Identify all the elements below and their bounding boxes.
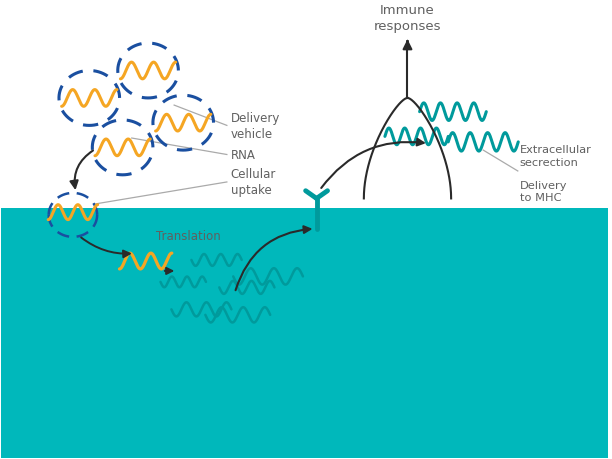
Text: RNA: RNA — [231, 149, 255, 162]
Ellipse shape — [0, 107, 612, 459]
Text: Cellular
uptake: Cellular uptake — [231, 168, 276, 197]
Polygon shape — [1, 19, 608, 208]
Text: Translation: Translation — [156, 229, 221, 242]
Text: Delivery
vehicle: Delivery vehicle — [231, 112, 280, 140]
Text: Extracellular
secrection: Extracellular secrection — [520, 145, 591, 168]
Text: Delivery
to MHC: Delivery to MHC — [520, 181, 567, 203]
Text: Immune
responses: Immune responses — [374, 4, 441, 33]
